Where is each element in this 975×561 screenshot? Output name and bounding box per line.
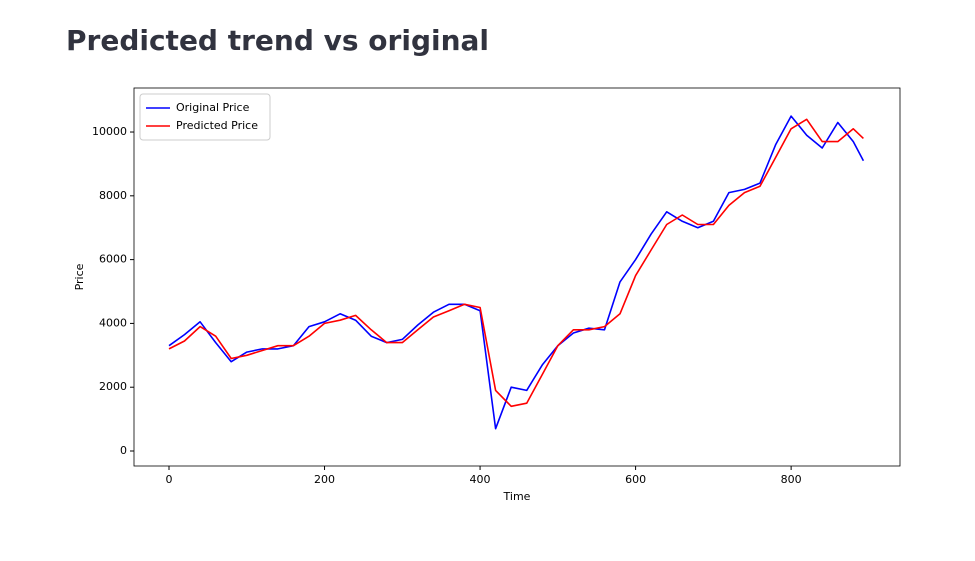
x-tick-label: 0 bbox=[165, 473, 172, 486]
x-tick-label: 600 bbox=[625, 473, 646, 486]
series-line bbox=[168, 115, 865, 430]
x-tick-label: 400 bbox=[470, 473, 491, 486]
legend-label: Original Price bbox=[176, 101, 250, 114]
plot-frame bbox=[133, 87, 901, 467]
y-tick-label: 8000 bbox=[99, 189, 127, 202]
y-tick-label: 6000 bbox=[99, 253, 127, 266]
x-tick-label: 800 bbox=[781, 473, 802, 486]
x-axis-label: Time bbox=[503, 490, 531, 503]
legend-label: Predicted Price bbox=[176, 119, 258, 132]
page-heading: Predicted trend vs original bbox=[66, 24, 489, 57]
y-tick-label: 0 bbox=[120, 444, 127, 457]
x-tick-label: 200 bbox=[314, 473, 335, 486]
series-line bbox=[168, 118, 864, 408]
y-tick-label: 2000 bbox=[99, 380, 127, 393]
y-tick-label: 10000 bbox=[92, 125, 127, 138]
legend-box bbox=[139, 93, 271, 141]
y-axis-label: Price bbox=[73, 263, 86, 290]
y-tick-label: 4000 bbox=[99, 316, 127, 329]
